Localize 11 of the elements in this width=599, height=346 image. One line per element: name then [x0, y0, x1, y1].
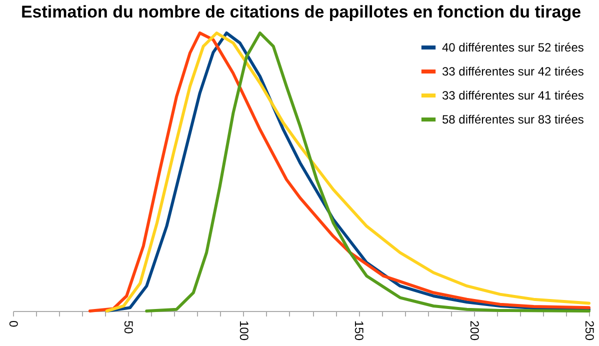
chart-title: Estimation du nombre de citations de papillotes en fonction du tirage — [20, 2, 582, 22]
legend-label: 58 différentes sur 83 tirées — [442, 112, 584, 126]
legend-label: 33 différentes sur 42 tirées — [442, 64, 584, 78]
x-tick-label: 150 — [352, 320, 366, 341]
legend-label: 40 différentes sur 52 tirées — [442, 40, 584, 54]
x-tick-label: 50 — [122, 320, 136, 334]
x-tick-label: 0 — [6, 320, 20, 328]
x-tick-label: 100 — [236, 320, 251, 341]
x-tick-label: 250 — [582, 320, 596, 341]
legend-label: 33 différentes sur 41 tirées — [442, 88, 584, 102]
x-tick-label: 200 — [467, 320, 482, 341]
